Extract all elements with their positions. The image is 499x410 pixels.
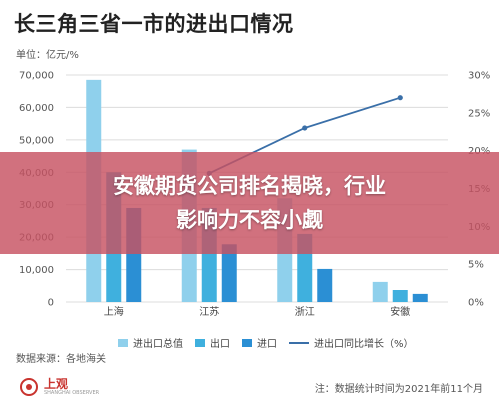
y-right-tick-label: 0% [468,298,484,309]
bar-进口-安徽 [412,293,428,302]
growth-point [397,95,403,101]
logo-sub: SHANGHAI OBSERVER [44,390,100,396]
legend-label-export: 出口 [210,339,230,350]
bar-进口-浙江 [317,268,333,302]
legend-label-total: 进出口总值 [133,339,183,350]
footnote: 注：数据统计时间为2021年前11个月 [314,384,483,395]
bar-进口-江苏 [221,244,237,302]
legend-label-growth: 进出口同比增长（%） [314,339,414,350]
headline-banner: 安徽期货公司排名揭晓，行业 影响力不容小觑 [0,152,499,254]
x-tick-label: 安徽 [390,305,410,318]
publisher-logo: 上观 SHANGHAI OBSERVER [20,378,99,396]
legend-swatch-growth [289,341,309,344]
chart-title: 长三角三省一市的进出口情况 [14,12,294,36]
legend-swatch-export [195,338,205,347]
y-left-tick-label: 50,000 [19,135,54,146]
bar-出口-安徽 [392,290,408,302]
legend-item-growth: 进出口同比增长（%） [289,335,414,350]
headline-line-1: 安徽期货公司排名揭晓，行业 [113,174,386,198]
y-left-tick-label: 0 [48,298,54,309]
y-left-tick-label: 70,000 [19,71,54,82]
logo-name: 上观 [44,377,69,391]
legend-swatch-total [118,338,128,347]
y-right-tick-label: 25% [468,108,490,119]
y-right-tick-label: 20% [468,146,490,157]
legend-item-total: 进出口总值 [118,335,183,350]
headline-line-2: 影响力不容小觑 [176,208,323,232]
legend-swatch-import [242,338,252,347]
legend-item-export: 出口 [195,335,230,350]
y-left-tick-label: 10,000 [19,265,54,276]
unit-label: 单位：亿元/% [16,50,79,61]
bar-进出口总值-安徽 [372,281,388,302]
logo-icon [20,378,38,396]
data-source: 数据来源：各地海关 [16,354,106,365]
legend-item-import: 进口 [242,335,277,350]
x-tick-label: 浙江 [295,306,315,318]
x-tick-label: 江苏 [199,305,219,318]
growth-point [302,125,308,131]
y-right-tick-label: 30% [468,71,490,82]
x-tick-label: 上海 [104,305,124,318]
y-left-tick-label: 60,000 [19,103,54,114]
y-right-tick-label: 5% [468,260,484,271]
chart-legend: 进出口总值 出口 进口 进出口同比增长（%） [118,335,414,350]
legend-label-import: 进口 [257,339,277,350]
